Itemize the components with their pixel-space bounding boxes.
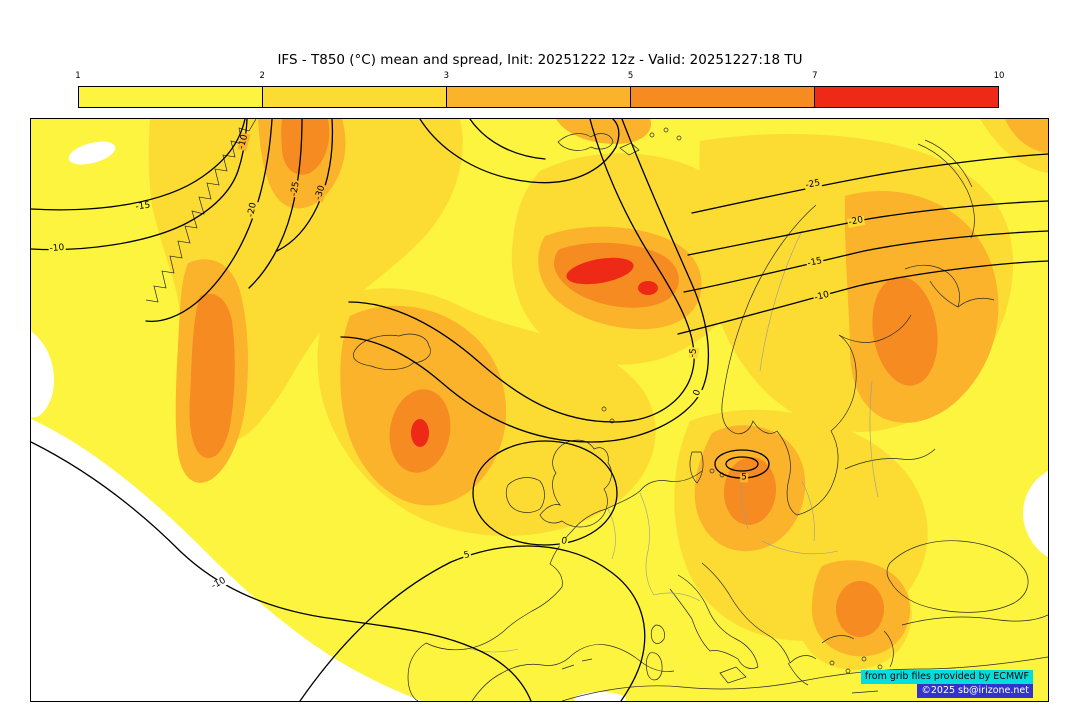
colorbar-tick-label: 1 [75,71,81,81]
colorbar-tick-labels: 1 2 3 5 7 10 [75,71,1004,84]
colorbar-tick-label: 7 [812,71,818,81]
country-borders [469,230,879,653]
colorbar-tick-label: 5 [627,71,634,81]
colorbar-segment [815,87,998,107]
colorbar-tick-label: 10 [993,71,1005,81]
coastlines [145,119,1048,701]
colorbar [78,86,999,108]
colorbar-tick-label: 2 [259,71,265,81]
chart-title: IFS - T850 (°C) mean and spread, Init: 2… [277,52,803,68]
attribution-ecmwf: from grib files provided by ECMWF [860,670,1033,684]
colorbar-segment [263,87,447,107]
colorbar-segment [631,87,815,107]
attribution-copyright: ©2025 sb@irizone.net [917,684,1033,698]
colorbar-tick-label: 3 [443,71,450,81]
map-svg [31,119,1048,701]
colorbar-segment [79,87,263,107]
contour-lines [31,119,1048,701]
spread-fill-below-min [31,141,1048,701]
map-area: -15 -10 -20 -25 -30 -10 -25 -20 -15 -10 -5 0 5 0 5 -10 … [30,118,1049,702]
colorbar-segment [447,87,631,107]
spread-fill-level5 [411,257,658,447]
